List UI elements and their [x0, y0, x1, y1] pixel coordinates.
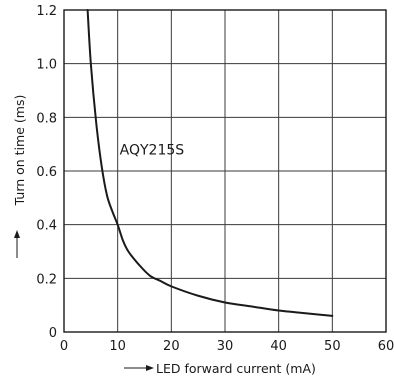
x-tick-label: 30: [217, 339, 234, 354]
y-tick-label: 0: [49, 326, 57, 341]
y-tick-label: 0.8: [36, 111, 57, 126]
series-line-aqy215s: [86, 9, 334, 317]
chart-grid: [63, 9, 387, 333]
y-tick-label: 1.0: [36, 58, 57, 73]
series-line-group: [86, 9, 334, 317]
y-tick-label: 0.6: [36, 165, 57, 180]
y-tick-labels: 0 0.2 0.4 0.6 0.8 1.0 1.2: [36, 4, 57, 341]
y-tick-label: 1.2: [36, 4, 57, 19]
chart-annotations: AQY215S: [120, 143, 185, 159]
y-axis-label: Turn on time (ms): [12, 95, 27, 207]
x-tick-label: 10: [109, 339, 126, 354]
plot-border: [63, 9, 387, 333]
series-annotation-label: AQY215S: [120, 143, 185, 159]
x-axis-arrow: [124, 365, 154, 371]
x-tick-label: 60: [378, 339, 394, 354]
x-tick-label: 0: [60, 339, 68, 354]
x-tick-label: 40: [270, 339, 287, 354]
plot-frame: [63, 9, 387, 333]
x-axis-label: LED forward current (mA): [156, 361, 316, 376]
y-axis-arrow: [14, 230, 20, 258]
x-tick-label: 50: [324, 339, 341, 354]
x-tick-label: 20: [163, 339, 180, 354]
y-tick-label: 0.2: [36, 272, 57, 287]
x-tick-labels: 0 10 20 30 40 50 60: [60, 339, 394, 354]
y-tick-label: 0.4: [36, 219, 57, 234]
